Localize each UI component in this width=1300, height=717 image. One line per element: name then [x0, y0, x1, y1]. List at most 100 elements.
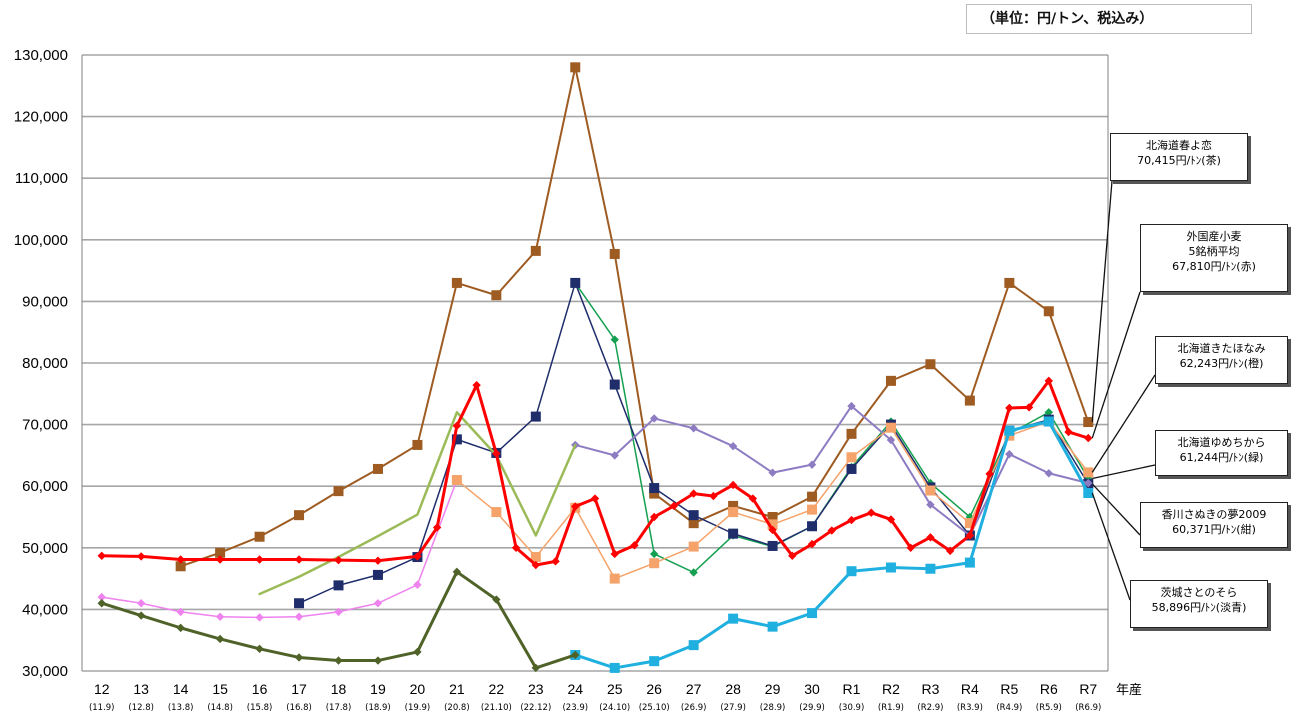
data-point — [571, 650, 580, 660]
data-point — [926, 500, 935, 509]
data-point — [1044, 469, 1054, 478]
data-point — [1004, 277, 1015, 288]
data-point — [136, 552, 146, 561]
y-tick-label: 80,000 — [22, 355, 68, 372]
data-point — [964, 518, 975, 529]
x-tick-sublabel: (24.10) — [599, 703, 630, 713]
data-point — [728, 480, 738, 490]
data-point — [571, 502, 580, 511]
data-point — [294, 653, 304, 662]
callout-line: 67,810円/ﾄﾝ(赤) — [1172, 260, 1256, 273]
data-point — [215, 547, 226, 558]
data-point — [689, 568, 698, 577]
x-tick-label: 12 — [94, 681, 110, 697]
data-point — [1024, 403, 1034, 412]
data-point — [807, 504, 818, 515]
x-tick-label: 23 — [528, 681, 544, 697]
data-point — [689, 424, 698, 433]
x-tick-label: 18 — [331, 681, 347, 697]
data-point — [728, 528, 739, 539]
x-tick-label: R7 — [1079, 681, 1097, 697]
y-axis-ticks: 30,000 40,000 50,000 60,000 70,000 80,000 90,0… — [14, 47, 68, 680]
series-line — [100, 379, 1090, 567]
x-tick-sublabel: (28.9) — [760, 703, 786, 713]
data-point — [688, 510, 699, 521]
callout-kitahonami: 北海道きたほなみ 62,243円/ﾄﾝ(橙) — [1155, 336, 1288, 384]
x-tick-sublabel: (15.8) — [247, 703, 273, 713]
y-tick-label: 130,000 — [14, 47, 68, 64]
y-tick-label: 100,000 — [14, 232, 68, 249]
data-point — [1044, 408, 1054, 417]
data-point — [97, 551, 106, 561]
y-tick-label: 50,000 — [22, 540, 68, 557]
x-tick-label: 30 — [804, 681, 820, 697]
data-point — [767, 621, 778, 632]
callout-line: 北海道春よ恋 — [1146, 139, 1212, 152]
series-line — [100, 479, 458, 619]
data-point — [451, 475, 462, 486]
data-point — [373, 599, 383, 608]
data-point — [609, 379, 620, 390]
data-point — [649, 656, 660, 667]
data-point — [333, 486, 344, 497]
data-point — [609, 248, 620, 259]
data-point — [1084, 478, 1093, 488]
x-tick-label: 21 — [449, 681, 465, 697]
x-axis-ticks: 12 (11.9) 13 (12.8) 14 (13.8) 15 (14.8) 16 (15.8)… — [89, 681, 1142, 713]
x-tick-sublabel: (30.9) — [839, 703, 865, 713]
data-point — [669, 501, 679, 511]
data-point — [531, 663, 541, 673]
data-point — [136, 599, 146, 608]
data-point — [886, 435, 896, 445]
data-point — [294, 598, 305, 609]
data-point — [97, 592, 106, 602]
callout-line: 香川さぬきの夢2009 — [1161, 508, 1267, 521]
data-point — [985, 469, 994, 479]
data-point — [1043, 416, 1054, 427]
data-point — [847, 401, 856, 411]
data-point — [294, 612, 304, 621]
leader-line — [1091, 291, 1141, 439]
data-point — [649, 512, 659, 522]
data-point — [885, 422, 896, 433]
data-point — [728, 507, 739, 518]
data-point — [530, 552, 541, 563]
y-tick-label: 30,000 — [22, 663, 68, 680]
data-point — [807, 491, 818, 502]
x-tick-sublabel: (17.8) — [326, 703, 352, 713]
data-point — [452, 567, 462, 577]
x-tick-sublabel: (18.9) — [365, 703, 391, 713]
data-point — [175, 561, 186, 572]
data-point — [768, 468, 777, 477]
x-tick-label: 25 — [607, 681, 623, 697]
data-point — [610, 451, 619, 460]
gridlines — [81, 54, 1109, 672]
x-tick-label: R6 — [1040, 681, 1058, 697]
data-point — [413, 580, 422, 589]
data-point — [1083, 488, 1094, 499]
data-point — [1044, 376, 1054, 386]
data-point — [97, 599, 106, 608]
x-tick-label: 14 — [173, 681, 189, 697]
series-line — [574, 405, 1090, 537]
data-point — [254, 531, 265, 542]
data-point — [748, 494, 758, 503]
leader-line — [1091, 180, 1113, 423]
data-point — [964, 557, 975, 568]
x-tick-label: R3 — [921, 681, 939, 697]
data-point — [413, 552, 422, 561]
callout-line: 北海道きたほなみ — [1177, 342, 1266, 355]
data-point — [885, 375, 896, 386]
callout-line: 60,371円/ﾄﾝ(紺) — [1172, 523, 1256, 536]
data-point — [334, 607, 343, 617]
data-point — [609, 662, 620, 673]
x-axis-label: 年産 — [1116, 682, 1142, 698]
data-point — [492, 449, 501, 458]
leader-line — [1091, 492, 1131, 601]
x-tick-label: R2 — [882, 681, 900, 697]
data-point — [492, 595, 501, 604]
data-point — [570, 62, 581, 73]
y-tick-label: 70,000 — [22, 417, 68, 434]
x-tick-label: 17 — [291, 681, 307, 697]
